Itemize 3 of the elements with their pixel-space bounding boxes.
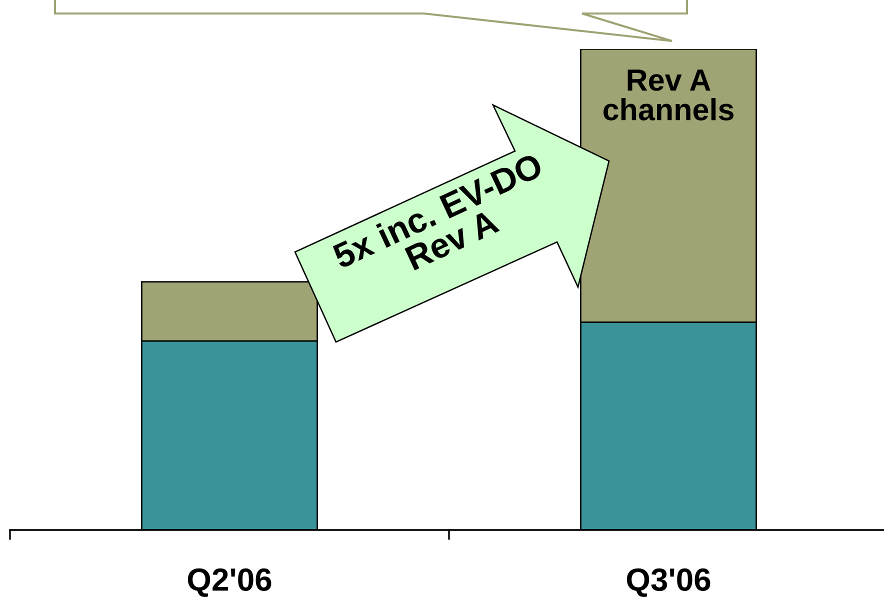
x-tick-label: Q2'06 [188, 568, 272, 597]
series-label: Rev A channels [603, 70, 734, 120]
x-tick-label: Q3'06 [626, 568, 710, 597]
